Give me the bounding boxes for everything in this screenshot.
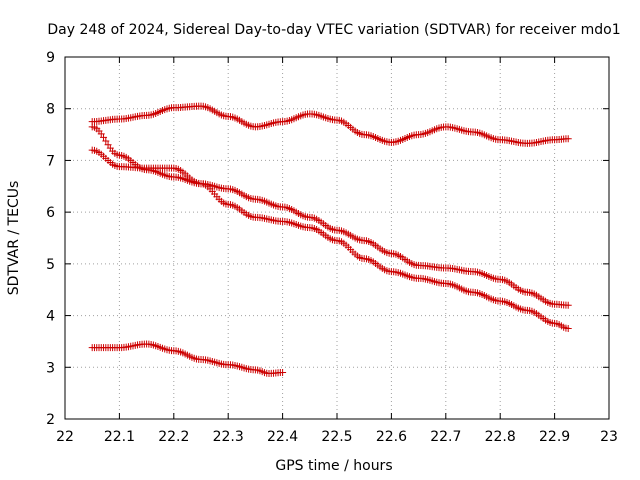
y-tick-label: 7 xyxy=(46,153,55,169)
y-axis-label: SDTVAR / TECUs xyxy=(6,181,22,296)
series-upper xyxy=(88,102,572,147)
x-tick-label: 22.6 xyxy=(376,429,407,445)
data-point xyxy=(564,301,572,309)
chart-title: Day 248 of 2024, Sidereal Day-to-day VTE… xyxy=(47,22,620,38)
x-tick-label: 22.7 xyxy=(430,429,461,445)
x-tick-label: 22.3 xyxy=(213,429,244,445)
x-tick-label: 22.4 xyxy=(267,429,298,445)
x-tick-label: 23 xyxy=(600,429,618,445)
x-tick-label: 22 xyxy=(56,429,74,445)
y-tick-label: 3 xyxy=(46,360,55,376)
data-point xyxy=(100,133,108,141)
y-tick-label: 8 xyxy=(46,102,55,118)
x-tick-label: 22.9 xyxy=(539,429,570,445)
x-axis-label: GPS time / hours xyxy=(275,458,392,474)
data-marks xyxy=(88,102,572,377)
series-lower-long xyxy=(88,123,572,332)
axis-ticks: 22 22.1 22.2 22.3 22.4 22.5 22.6 22.7 22.8 22.9 23… xyxy=(46,50,618,445)
series-lower-short xyxy=(88,340,287,377)
y-tick-label: 5 xyxy=(46,257,55,273)
x-tick-label: 22.8 xyxy=(485,429,516,445)
data-point xyxy=(102,137,110,145)
x-tick-label: 22.2 xyxy=(158,429,189,445)
y-tick-label: 9 xyxy=(46,50,55,66)
y-tick-label: 6 xyxy=(46,205,55,221)
y-tick-label: 4 xyxy=(46,309,55,325)
data-point xyxy=(564,325,572,332)
series-middle xyxy=(88,146,572,309)
x-tick-label: 22.1 xyxy=(104,429,135,445)
y-tick-label: 2 xyxy=(46,412,55,428)
data-point xyxy=(564,135,572,143)
data-point xyxy=(279,368,287,376)
x-tick-label: 22.5 xyxy=(321,429,352,445)
